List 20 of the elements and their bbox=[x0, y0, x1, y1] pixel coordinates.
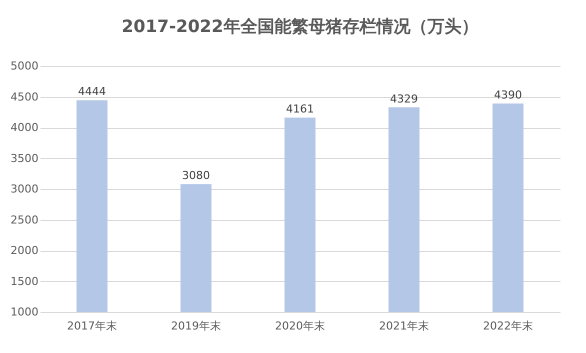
y-tick-label: 2500 bbox=[10, 213, 38, 226]
x-tick-label: 2020年末 bbox=[275, 320, 325, 332]
data-label: 4329 bbox=[390, 92, 418, 106]
y-tick-label: 2000 bbox=[10, 244, 38, 257]
y-tick-label: 1500 bbox=[10, 274, 38, 288]
y-tick-label: 5000 bbox=[10, 60, 38, 72]
y-tick-label: 3000 bbox=[10, 182, 38, 196]
y-tick-label: 3500 bbox=[10, 152, 38, 165]
data-label: 4161 bbox=[286, 102, 314, 116]
data-label: 4444 bbox=[78, 85, 106, 98]
y-tick-label: 1000 bbox=[10, 306, 38, 318]
x-tick-label: 2022年末 bbox=[483, 320, 533, 332]
data-label: 4390 bbox=[494, 88, 522, 102]
chart-title: 2017-2022年全国能繁母猪存栏情况（万头） bbox=[122, 17, 478, 37]
y-tick-label: 4000 bbox=[10, 121, 38, 134]
x-tick-label: 2017年末 bbox=[67, 320, 117, 332]
x-tick-label: 2021年末 bbox=[379, 320, 429, 332]
y-tick-label: 4500 bbox=[10, 90, 38, 104]
x-tick-label: 2019年末 bbox=[171, 320, 221, 332]
data-label: 3080 bbox=[182, 169, 210, 182]
